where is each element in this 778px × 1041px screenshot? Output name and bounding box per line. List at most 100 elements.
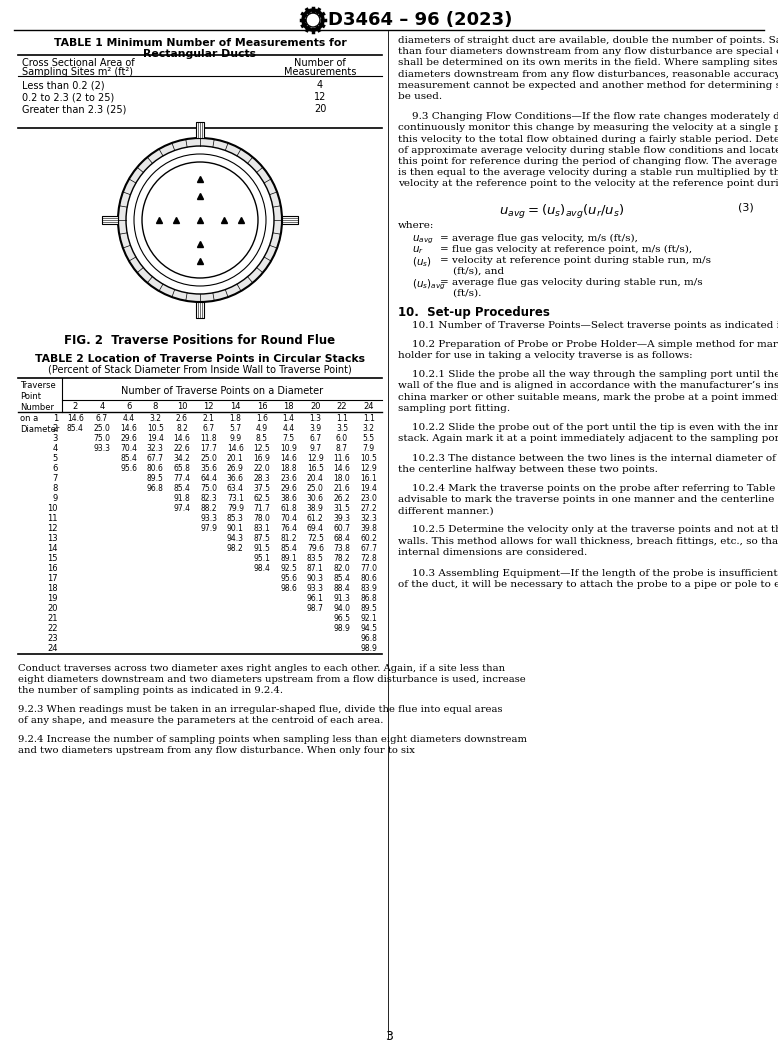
Text: 23.0: 23.0 xyxy=(360,494,377,503)
Text: 86.8: 86.8 xyxy=(360,594,377,603)
Text: 3: 3 xyxy=(53,434,58,443)
Text: sampling port fitting.: sampling port fitting. xyxy=(398,404,510,413)
Text: is then equal to the average velocity during a stable run multiplied by the rati: is then equal to the average velocity du… xyxy=(398,169,778,177)
Text: 91.8: 91.8 xyxy=(173,494,191,503)
Text: 3.2: 3.2 xyxy=(149,414,161,423)
Text: TABLE 1 Minimum Number of Measurements for: TABLE 1 Minimum Number of Measurements f… xyxy=(54,39,346,48)
Text: 32.3: 32.3 xyxy=(147,445,164,453)
Text: 92.1: 92.1 xyxy=(360,614,377,623)
Text: 87.1: 87.1 xyxy=(307,564,324,573)
Text: 20.1: 20.1 xyxy=(227,454,244,463)
Text: 72.5: 72.5 xyxy=(307,534,324,543)
Text: 14.6: 14.6 xyxy=(280,454,297,463)
Text: 18: 18 xyxy=(283,402,294,411)
Text: 7: 7 xyxy=(53,474,58,483)
Text: the number of sampling points as indicated in 9.2.4.: the number of sampling points as indicat… xyxy=(18,686,283,695)
Text: eight diameters downstream and two diameters upstream from a flow disturbance is: eight diameters downstream and two diame… xyxy=(18,675,526,684)
Text: 96.8: 96.8 xyxy=(360,634,377,643)
Text: 12.5: 12.5 xyxy=(254,445,271,453)
Bar xyxy=(102,215,118,224)
Text: diameters of straight duct are available, double the number of points. Sampling : diameters of straight duct are available… xyxy=(398,36,778,45)
Text: 1.4: 1.4 xyxy=(282,414,295,423)
Text: 96.1: 96.1 xyxy=(307,594,324,603)
Text: 85.4: 85.4 xyxy=(334,574,350,583)
Text: Measurements: Measurements xyxy=(284,67,356,77)
Text: 60.7: 60.7 xyxy=(334,524,351,533)
Text: 8: 8 xyxy=(152,402,158,411)
Text: 90.3: 90.3 xyxy=(307,574,324,583)
Text: 3.9: 3.9 xyxy=(310,424,321,433)
Text: 27.2: 27.2 xyxy=(360,504,377,513)
Text: of the duct, it will be necessary to attach the probe to a pipe or pole to exten: of the duct, it will be necessary to att… xyxy=(398,580,778,589)
Text: 92.5: 92.5 xyxy=(280,564,297,573)
Text: 6: 6 xyxy=(53,464,58,473)
Text: 8: 8 xyxy=(53,484,58,493)
Text: 0.2 to 2.3 (2 to 25): 0.2 to 2.3 (2 to 25) xyxy=(22,92,114,102)
Text: 12: 12 xyxy=(203,402,214,411)
Text: 24: 24 xyxy=(363,402,374,411)
Text: 95.1: 95.1 xyxy=(254,554,271,563)
Text: $u_{avg} = (u_s)_{avg}(u_r/u_s)$: $u_{avg} = (u_s)_{avg}(u_r/u_s)$ xyxy=(499,203,625,221)
Text: (Percent of Stack Diameter From Inside Wall to Traverse Point): (Percent of Stack Diameter From Inside W… xyxy=(48,365,352,375)
Text: 1.1: 1.1 xyxy=(363,414,374,423)
Text: this velocity to the total flow obtained during a fairly stable period. Determin: this velocity to the total flow obtained… xyxy=(398,134,778,144)
Text: 75.0: 75.0 xyxy=(200,484,217,493)
Text: of any shape, and measure the parameters at the centroid of each area.: of any shape, and measure the parameters… xyxy=(18,716,384,725)
Text: 13: 13 xyxy=(47,534,58,543)
Text: 14.6: 14.6 xyxy=(173,434,191,443)
Text: $(u_s)_{avg}$: $(u_s)_{avg}$ xyxy=(412,278,446,291)
Text: 91.5: 91.5 xyxy=(254,544,271,553)
Text: 31.5: 31.5 xyxy=(334,504,350,513)
Text: $(u_s)$: $(u_s)$ xyxy=(412,256,432,270)
Text: 70.4: 70.4 xyxy=(120,445,137,453)
Text: 17: 17 xyxy=(47,574,58,583)
Text: 80.6: 80.6 xyxy=(147,464,164,473)
Text: 10: 10 xyxy=(177,402,187,411)
Text: 82.3: 82.3 xyxy=(200,494,217,503)
Text: (ft/s), and: (ft/s), and xyxy=(440,266,504,276)
Text: 4.4: 4.4 xyxy=(282,424,295,433)
Text: 4: 4 xyxy=(53,445,58,453)
Text: 77.0: 77.0 xyxy=(360,564,377,573)
Text: 94.3: 94.3 xyxy=(227,534,244,543)
Text: 60.2: 60.2 xyxy=(360,534,377,543)
Text: 11: 11 xyxy=(47,514,58,523)
Text: continuously monitor this change by measuring the velocity at a single point and: continuously monitor this change by meas… xyxy=(398,124,778,132)
Text: 10.5: 10.5 xyxy=(360,454,377,463)
Text: Conduct traverses across two diameter axes right angles to each other. Again, if: Conduct traverses across two diameter ax… xyxy=(18,664,505,672)
Text: 85.4: 85.4 xyxy=(280,544,297,553)
Text: 10.9: 10.9 xyxy=(280,445,297,453)
Text: Cross Sectional Area of: Cross Sectional Area of xyxy=(22,58,135,68)
Text: Rectangular Ducts: Rectangular Ducts xyxy=(143,49,257,59)
Text: 89.5: 89.5 xyxy=(360,604,377,613)
Bar xyxy=(282,215,298,224)
Text: 72.8: 72.8 xyxy=(360,554,377,563)
Text: 16: 16 xyxy=(257,402,268,411)
Text: 12: 12 xyxy=(314,92,326,102)
Text: 16.5: 16.5 xyxy=(307,464,324,473)
Text: 19: 19 xyxy=(47,594,58,603)
Text: 93.3: 93.3 xyxy=(307,584,324,593)
Text: 95.6: 95.6 xyxy=(120,464,137,473)
Text: 20: 20 xyxy=(47,604,58,613)
Text: 83.9: 83.9 xyxy=(360,584,377,593)
Text: 98.9: 98.9 xyxy=(360,644,377,653)
Text: = average flue gas velocity during stable run, m/s: = average flue gas velocity during stabl… xyxy=(440,278,703,286)
Text: where:: where: xyxy=(398,221,434,230)
Text: 67.7: 67.7 xyxy=(147,454,164,463)
Text: 38.9: 38.9 xyxy=(307,504,324,513)
Text: 21.6: 21.6 xyxy=(334,484,350,493)
Text: 83.5: 83.5 xyxy=(307,554,324,563)
Text: = flue gas velocity at reference point, m/s (ft/s),: = flue gas velocity at reference point, … xyxy=(440,245,692,254)
Text: Less than 0.2 (2): Less than 0.2 (2) xyxy=(22,80,104,90)
Text: 10.2.1 Slide the probe all the way through the sampling port until the tip touch: 10.2.1 Slide the probe all the way throu… xyxy=(412,371,778,379)
Text: 62.5: 62.5 xyxy=(254,494,271,503)
Text: Traverse
Point
Number
on a
Diameter: Traverse Point Number on a Diameter xyxy=(20,381,59,434)
Text: 87.5: 87.5 xyxy=(254,534,271,543)
Text: 11.6: 11.6 xyxy=(334,454,350,463)
Text: 1.6: 1.6 xyxy=(256,414,268,423)
Text: 7.9: 7.9 xyxy=(363,445,375,453)
Text: 6.0: 6.0 xyxy=(336,434,348,443)
Text: 10.3 Assembling Equipment—If the length of the probe is insufficient to make a v: 10.3 Assembling Equipment—If the length … xyxy=(412,569,778,578)
Text: 14.6: 14.6 xyxy=(67,414,84,423)
